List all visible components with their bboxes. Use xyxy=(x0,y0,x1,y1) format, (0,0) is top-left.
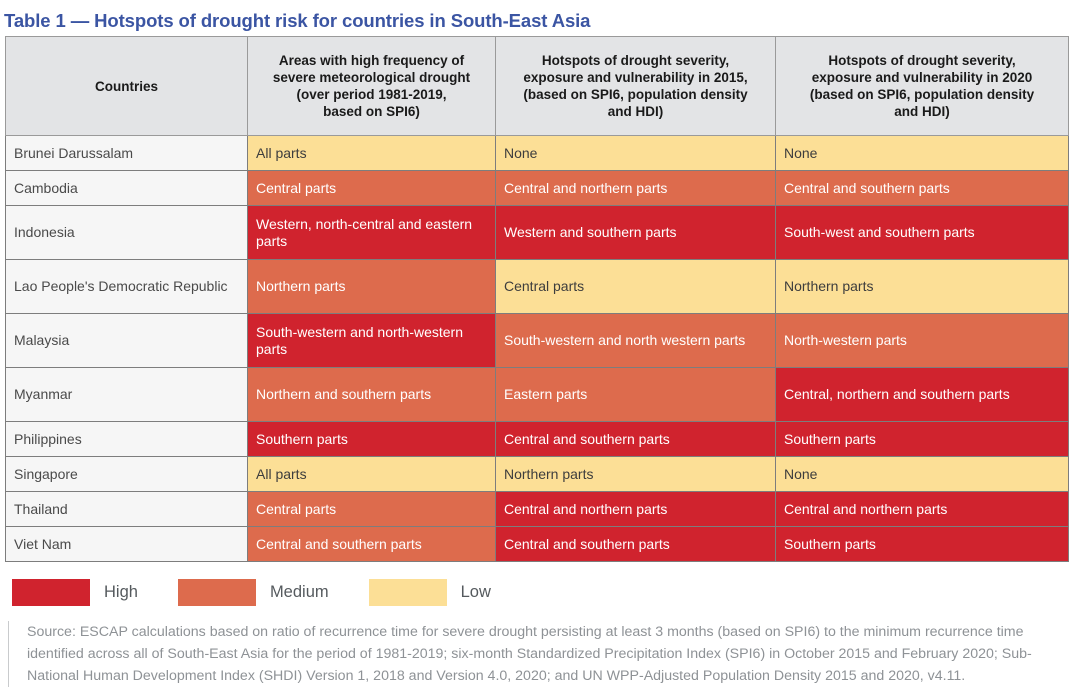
risk-cell-high: Central and southern parts xyxy=(495,421,776,457)
risk-cell-high: South-west and southern parts xyxy=(775,205,1069,260)
risk-cell-medium: Northern and southern parts xyxy=(247,367,496,422)
column-header-line: severe meteorological drought xyxy=(272,70,471,85)
country-name-cell: Singapore xyxy=(5,456,248,492)
country-name-cell: Indonesia xyxy=(5,205,248,260)
column-header-line: Countries xyxy=(94,78,158,94)
country-name-cell: Viet Nam xyxy=(5,526,248,562)
risk-cell-high: Central and northern parts xyxy=(495,491,776,527)
table-row: Brunei Darussalam All parts None None xyxy=(5,135,1069,171)
table-row: Lao People's Democratic Republic Northern… xyxy=(5,259,1069,314)
table-header-row: Countries Areas with high frequency of sev… xyxy=(5,36,1069,136)
column-header-line: Hotspots of drought severity, xyxy=(828,53,1016,68)
legend: High Medium Low xyxy=(12,575,1079,609)
column-header-line: Hotspots of drought severity, xyxy=(541,53,730,68)
country-name-cell: Thailand xyxy=(5,491,248,527)
legend-label: High xyxy=(104,582,138,601)
risk-cell-low: None xyxy=(775,456,1069,492)
risk-cell-low: Northern parts xyxy=(775,259,1069,314)
risk-cell-low: Northern parts xyxy=(495,456,776,492)
risk-cell-medium: Central and southern parts xyxy=(775,170,1069,206)
country-name-cell: Lao People's Democratic Republic xyxy=(5,259,248,314)
drought-risk-table: Countries Areas with high frequency of sev… xyxy=(5,36,1069,562)
column-header-line: (based on SPI6, population density xyxy=(809,87,1035,102)
column-header-line: (based on SPI6, population density xyxy=(523,87,748,102)
risk-cell-low: Central parts xyxy=(495,259,776,314)
country-name-cell: Philippines xyxy=(5,421,248,457)
risk-cell-medium: Northern parts xyxy=(247,259,496,314)
risk-cell-high: Central and northern parts xyxy=(775,491,1069,527)
risk-cell-low: All parts xyxy=(247,135,496,171)
risk-cell-high: Southern parts xyxy=(775,526,1069,562)
risk-cell-high: Western and southern parts xyxy=(495,205,776,260)
table-row: Myanmar Northern and southern parts Easter… xyxy=(5,367,1069,422)
column-header-line: exposure and vulnerability in 2020 xyxy=(811,70,1033,85)
table-row: Malaysia South-western and north-western … xyxy=(5,313,1069,368)
column-header-line: Areas with high frequency of xyxy=(278,53,465,68)
risk-cell-medium: North-western parts xyxy=(775,313,1069,368)
page-title: Table 1 — Hotspots of drought risk for c… xyxy=(4,10,591,31)
legend-label: Medium xyxy=(269,582,329,601)
country-name-cell: Cambodia xyxy=(5,170,248,206)
source-rule xyxy=(8,621,9,687)
legend-item-high: High xyxy=(12,578,138,606)
risk-cell-high: Western, north-central and eastern parts xyxy=(247,205,496,260)
legend-swatch-medium xyxy=(177,578,256,606)
column-header-line: and HDI) xyxy=(607,104,664,119)
risk-cell-high: Southern parts xyxy=(775,421,1069,457)
column-header-line: exposure and vulnerability in 2015, xyxy=(523,70,748,85)
legend-label: Low xyxy=(460,582,491,601)
column-header-3: Hotspots of drought severity, exposure an… xyxy=(775,36,1069,136)
legend-item-low: Low xyxy=(368,578,491,606)
table-row: Singapore All parts Northern parts None xyxy=(5,456,1069,492)
source-note: Source: ESCAP calculations based on rati… xyxy=(8,621,1073,687)
risk-cell-low: None xyxy=(495,135,776,171)
table-body: Brunei Darussalam All parts None None Cambod… xyxy=(5,135,1069,562)
column-header-line: (over period 1981-2019, xyxy=(296,87,447,102)
country-name-cell: Malaysia xyxy=(5,313,248,368)
risk-cell-medium: Central and northern parts xyxy=(495,170,776,206)
risk-cell-medium: South-western and north western parts xyxy=(495,313,776,368)
risk-cell-medium: Central parts xyxy=(247,491,496,527)
legend-swatch-low xyxy=(368,578,447,606)
risk-cell-high: South-western and north-western parts xyxy=(247,313,496,368)
table-header: Countries Areas with high frequency of sev… xyxy=(5,36,1069,136)
table-row: Philippines Southern parts Central and sou… xyxy=(5,421,1069,457)
table-row: Viet Nam Central and southern parts Centra… xyxy=(5,526,1069,562)
table-row: Cambodia Central parts Central and norther… xyxy=(5,170,1069,206)
column-header-2: Hotspots of drought severity, exposure an… xyxy=(495,36,776,136)
column-header-1: Areas with high frequency of severe meteo… xyxy=(247,36,496,136)
risk-cell-high: Central, northern and southern parts xyxy=(775,367,1069,422)
legend-swatch-high xyxy=(12,578,90,606)
risk-cell-medium: Central parts xyxy=(247,170,496,206)
source-text: Source: ESCAP calculations based on rati… xyxy=(27,624,1032,684)
column-header-line: and HDI) xyxy=(894,104,950,119)
risk-cell-high: Central and southern parts xyxy=(495,526,776,562)
legend-item-medium: Medium xyxy=(177,578,329,606)
risk-cell-low: None xyxy=(775,135,1069,171)
country-name-cell: Brunei Darussalam xyxy=(5,135,248,171)
risk-cell-high: Southern parts xyxy=(247,421,496,457)
column-header-line: based on SPI6) xyxy=(323,104,420,119)
table-row: Thailand Central parts Central and norther… xyxy=(5,491,1069,527)
risk-cell-medium: Central and southern parts xyxy=(247,526,496,562)
table-row: Indonesia Western, north-central and east… xyxy=(5,205,1069,260)
column-header-0: Countries xyxy=(5,36,248,136)
risk-cell-medium: Eastern parts xyxy=(495,367,776,422)
country-name-cell: Myanmar xyxy=(5,367,248,422)
risk-cell-low: All parts xyxy=(247,456,496,492)
